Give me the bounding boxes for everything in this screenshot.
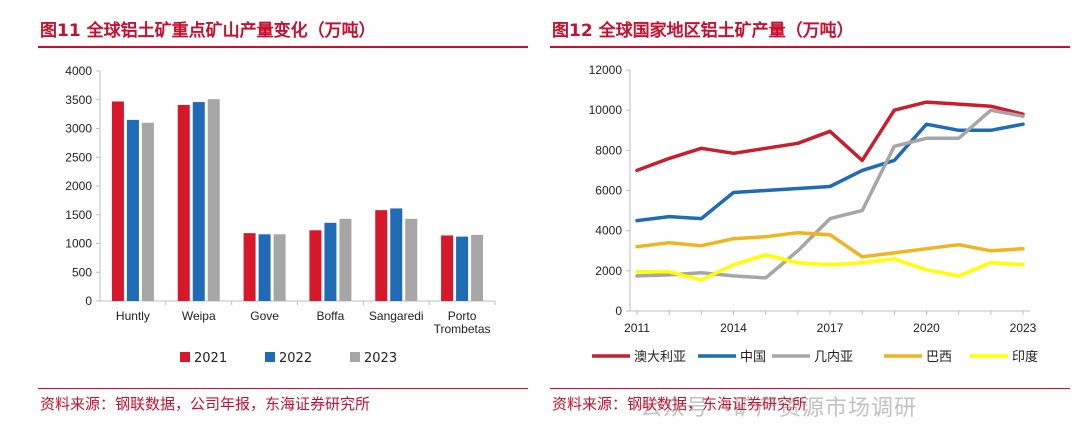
bar — [405, 218, 418, 301]
bar — [177, 104, 190, 301]
y-tick-label: 1500 — [65, 208, 92, 222]
x-tick-label: Boffa — [317, 309, 345, 323]
right-figure-title: 图12 全球国家地区铝土矿产量（万吨） — [552, 21, 854, 41]
bar — [390, 208, 403, 301]
bar — [324, 222, 337, 301]
legend-label: 2022 — [279, 351, 312, 366]
bar — [273, 234, 286, 301]
y-tick-label: 500 — [72, 265, 92, 279]
series-line — [635, 122, 1025, 223]
series-line — [635, 253, 1025, 282]
legend-label: 2021 — [194, 351, 227, 366]
y-tick-label: 0 — [85, 294, 92, 308]
left-figure-panel: 图11 全球铝土矿重点矿山产量变化（万吨） 0 500 1000 1500 2000 25… — [38, 21, 528, 413]
y-tick-label: 8000 — [595, 143, 622, 157]
legend-label: 印度 — [1012, 349, 1038, 365]
bar-chart: 0 500 1000 1500 2000 2500 3000 3500 4000 Huntly We… — [65, 64, 496, 366]
line-chart: 0 2000 4000 6000 8000 10000 12000 2011 2014 2017 2… — [589, 63, 1038, 365]
left-source-rule — [38, 388, 528, 389]
bar — [126, 119, 139, 301]
bar — [111, 101, 124, 301]
y-tick-label: 4000 — [595, 224, 622, 238]
x-tick-label: Weipa — [182, 309, 216, 323]
bar — [441, 235, 454, 301]
y-tick-label: 2500 — [65, 150, 92, 164]
y-tick-label: 2000 — [595, 264, 622, 278]
series-line — [635, 230, 1025, 259]
y-tick-label: 2000 — [65, 179, 92, 193]
x-tick-label: Trombetas — [434, 322, 491, 336]
right-source-note: 资料来源：钢联数据，东海证券研究所 — [552, 395, 808, 413]
legend-label: 澳大利亚 — [634, 349, 686, 365]
x-tick-label: 2017 — [817, 321, 844, 335]
left-title-rule — [38, 46, 528, 48]
left-source-note: 资料来源：钢联数据，公司年报，东海证券研究所 — [40, 395, 371, 413]
bar — [471, 234, 484, 301]
bar — [258, 234, 271, 301]
legend-swatch — [180, 352, 190, 362]
legend-label: 中国 — [740, 350, 766, 365]
series-line — [635, 100, 1025, 173]
right-figure-panel: 图12 全球国家地区铝土矿产量（万吨） 0 2000 4000 6000 8000 100… — [540, 0, 1080, 448]
x-tick-label: 2014 — [720, 321, 747, 335]
legend-label: 巴西 — [926, 350, 952, 365]
y-tick-label: 6000 — [595, 184, 622, 198]
bar — [207, 99, 220, 301]
legend-label: 几内亚 — [814, 349, 853, 365]
bar — [141, 122, 154, 301]
x-tick-label: 2020 — [913, 321, 940, 335]
legend-label: 2023 — [364, 351, 397, 366]
right-title-rule — [550, 46, 1070, 48]
bar — [339, 218, 352, 301]
y-tick-label: 12000 — [589, 63, 623, 77]
bar — [309, 230, 322, 301]
y-tick-label: 3500 — [65, 93, 92, 107]
series-line — [635, 108, 1025, 280]
bar — [456, 236, 469, 301]
x-tick-label: Sangaredi — [369, 309, 424, 323]
y-tick-label: 4000 — [65, 64, 92, 78]
right-source-rule — [550, 388, 1070, 389]
x-tick-label: 2011 — [624, 321, 650, 335]
x-tick-label: Porto — [448, 309, 477, 323]
bar — [375, 210, 388, 301]
x-tick-label: Gove — [250, 309, 279, 323]
bar — [243, 233, 256, 301]
x-tick-label: Huntly — [116, 309, 150, 323]
bar — [192, 102, 205, 301]
y-tick-label: 3000 — [65, 122, 92, 136]
x-tick-label: 2023 — [1010, 321, 1037, 335]
legend-swatch — [265, 352, 275, 362]
y-tick-label: 0 — [615, 304, 622, 318]
legend-swatch — [350, 352, 360, 362]
watermark: 公众号 · 矿产资源市场调研 — [640, 396, 917, 421]
y-tick-label: 10000 — [589, 103, 623, 117]
y-tick-label: 1000 — [65, 237, 92, 251]
left-figure-title: 图11 全球铝土矿重点矿山产量变化（万吨） — [40, 21, 376, 41]
